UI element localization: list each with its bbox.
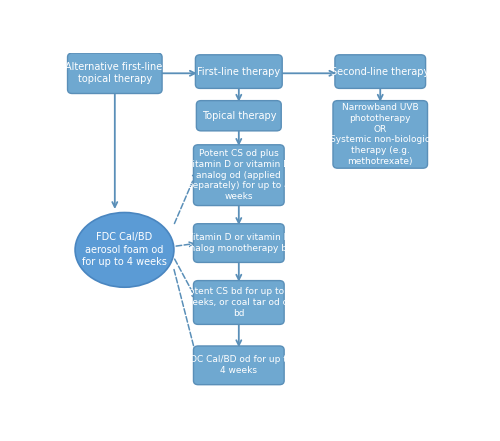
- Text: First-line therapy: First-line therapy: [197, 67, 280, 77]
- FancyBboxPatch shape: [196, 55, 282, 88]
- FancyBboxPatch shape: [194, 224, 284, 262]
- FancyBboxPatch shape: [335, 55, 426, 88]
- Text: FDC Cal/BD
aerosol foam od
for up to 4 weeks: FDC Cal/BD aerosol foam od for up to 4 w…: [82, 232, 167, 267]
- Text: Second-line therapy: Second-line therapy: [331, 67, 430, 77]
- FancyBboxPatch shape: [68, 53, 162, 93]
- Text: Potent CS od plus
vitamin D or vitamin D
analog od (applied
separately) for up t: Potent CS od plus vitamin D or vitamin D…: [188, 149, 290, 201]
- Text: Narrowband UVB
phototherapy
OR
Systemic non-biologic
therapy (e.g.
methotrexate): Narrowband UVB phototherapy OR Systemic …: [330, 103, 430, 166]
- Text: Vitamin D or vitamin D
analog monotherapy bd: Vitamin D or vitamin D analog monotherap…: [184, 233, 293, 253]
- FancyBboxPatch shape: [194, 346, 284, 385]
- FancyBboxPatch shape: [333, 101, 428, 168]
- Text: Potent CS bd for up to 4
weeks, or coal tar od or
bd: Potent CS bd for up to 4 weeks, or coal …: [184, 287, 293, 318]
- Text: Topical therapy: Topical therapy: [202, 111, 276, 121]
- FancyBboxPatch shape: [194, 145, 284, 206]
- FancyBboxPatch shape: [196, 101, 281, 131]
- FancyBboxPatch shape: [194, 280, 284, 325]
- Ellipse shape: [75, 213, 174, 287]
- Text: FDC Cal/BD od for up to
4 weeks: FDC Cal/BD od for up to 4 weeks: [185, 355, 292, 375]
- Text: Alternative first-line,
topical therapy: Alternative first-line, topical therapy: [64, 62, 165, 84]
